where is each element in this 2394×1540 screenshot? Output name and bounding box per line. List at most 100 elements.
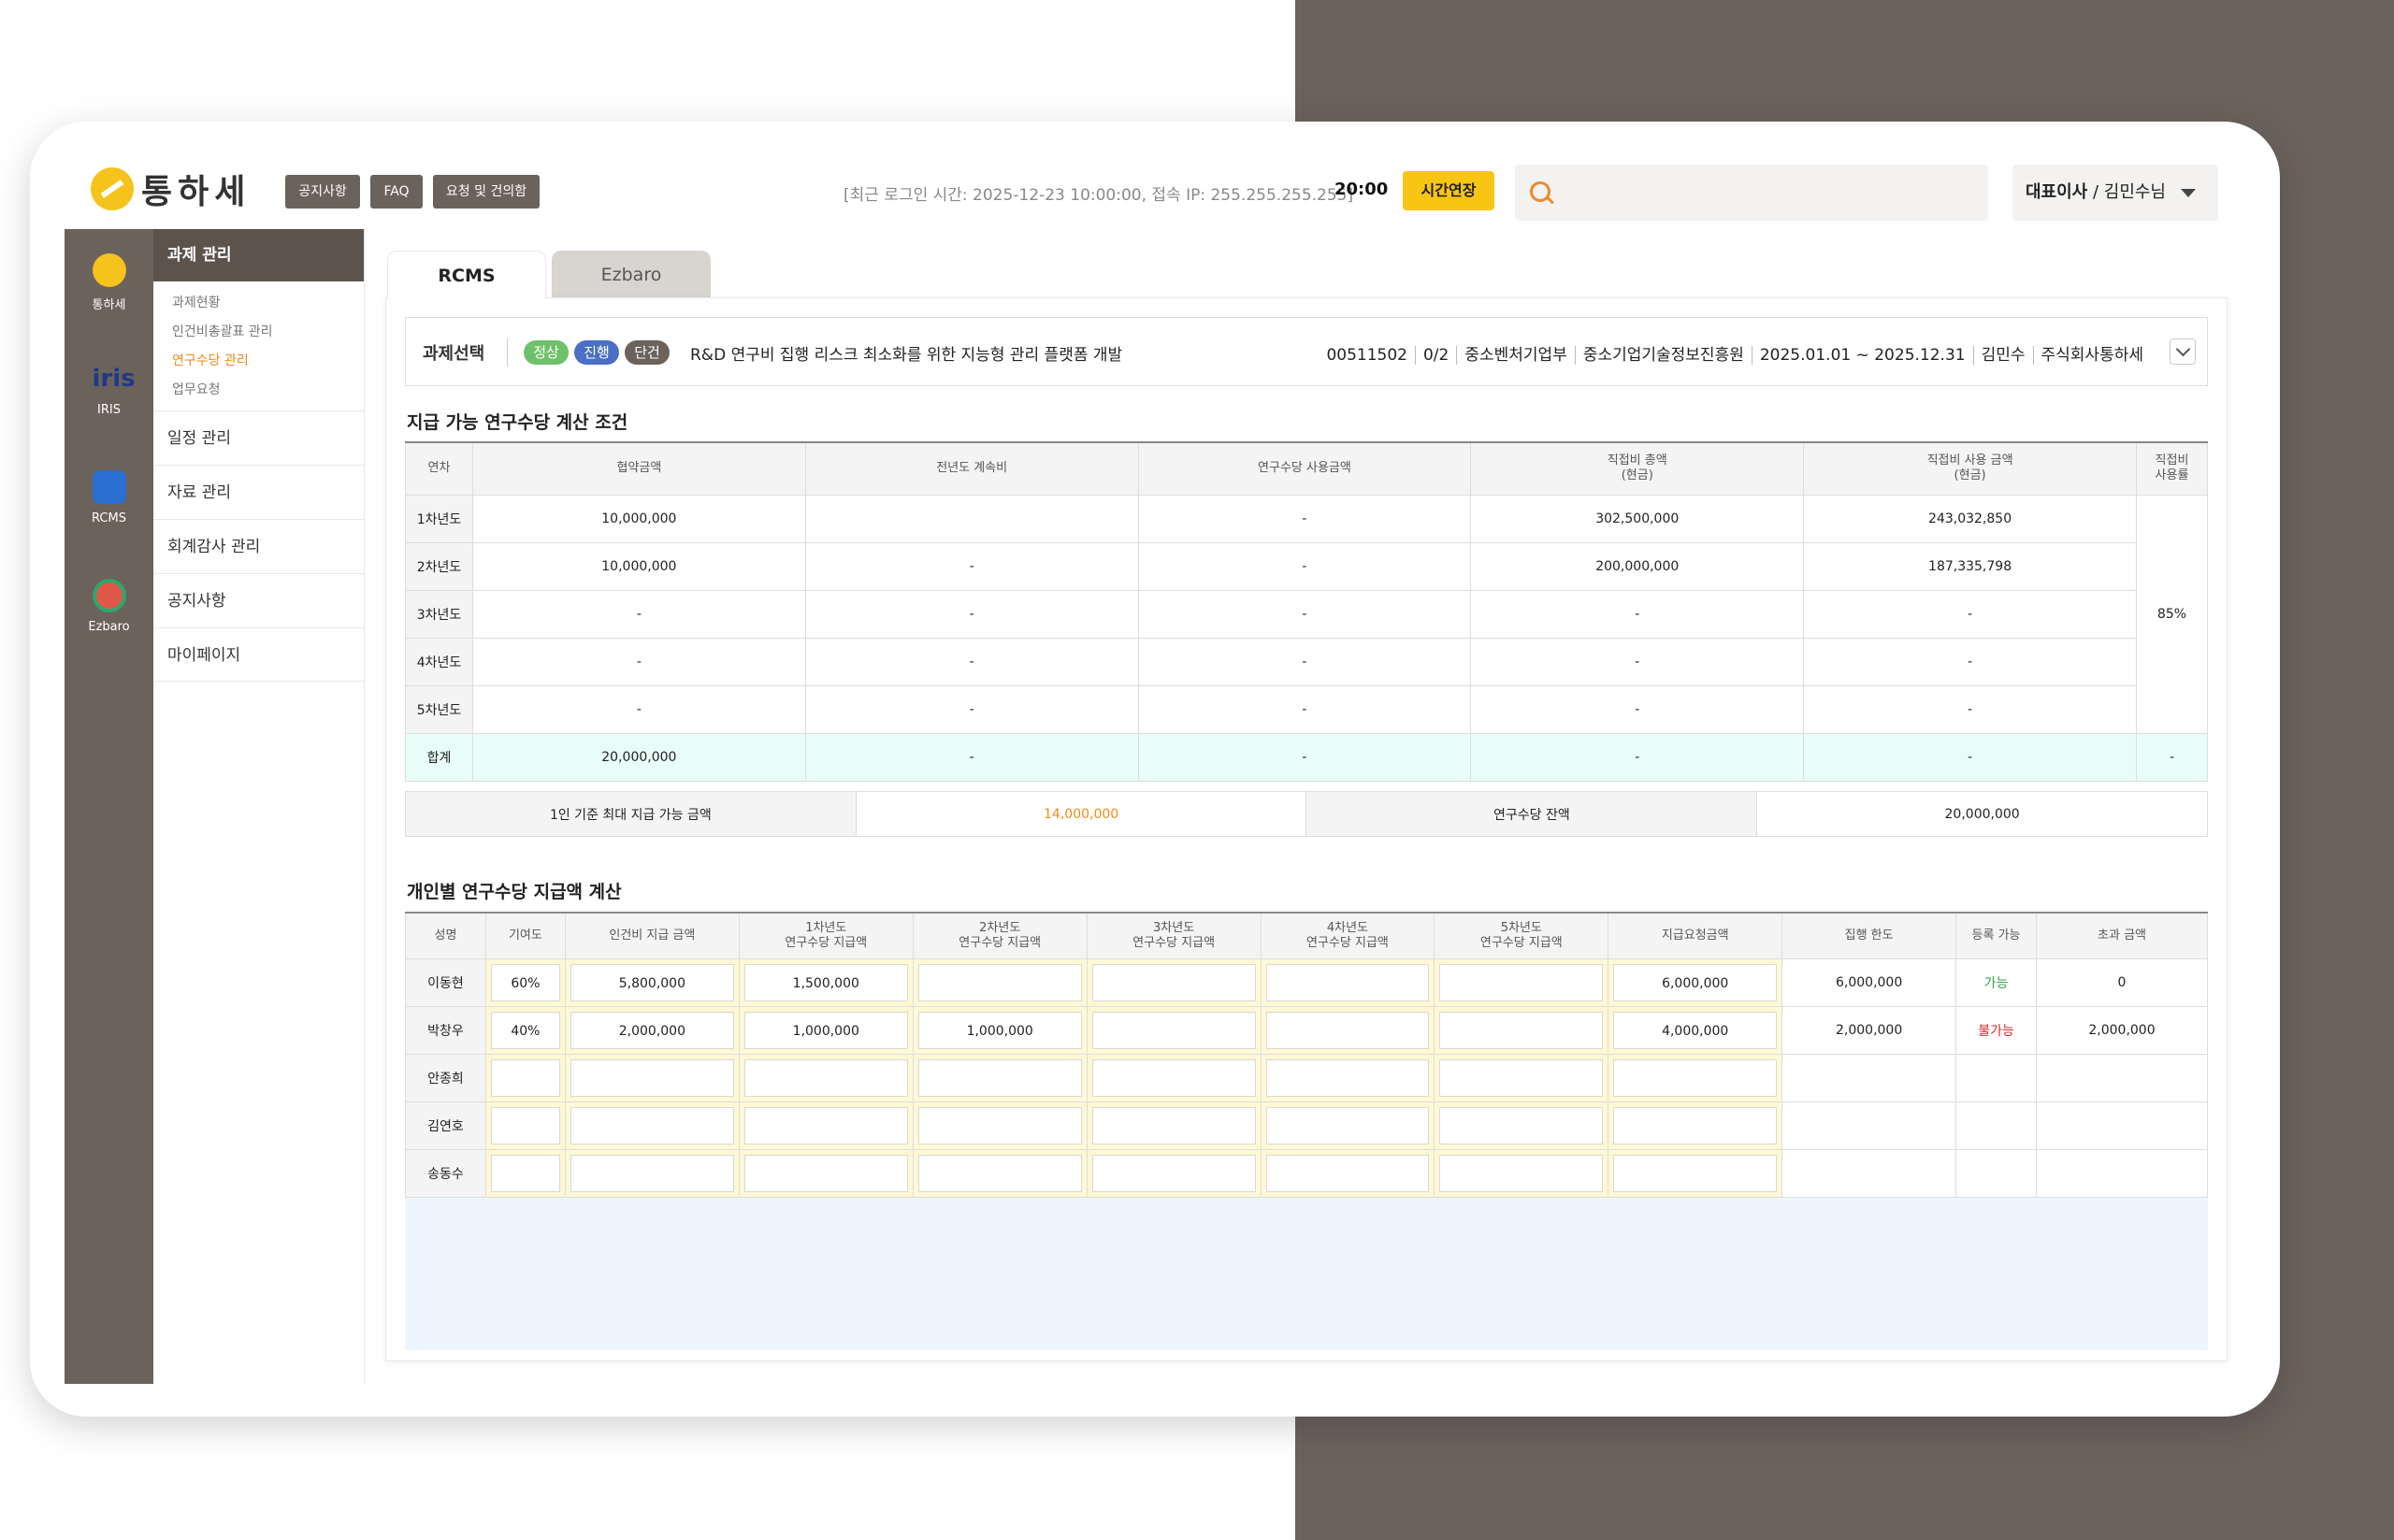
cell-excess — [2036, 1053, 2208, 1102]
notice-button[interactable]: 공지사항 — [285, 175, 360, 209]
request-amount-input[interactable]: 6,000,000 — [1613, 963, 1778, 1001]
allowance-input[interactable] — [917, 963, 1082, 1001]
allowance-input[interactable] — [1265, 1011, 1430, 1049]
cell-limit: 2,000,000 — [1781, 1005, 1957, 1055]
allowance-input[interactable] — [1265, 1154, 1430, 1192]
cell: 302,500,000 — [1470, 494, 1805, 543]
allowance-input[interactable]: 1,500,000 — [743, 963, 908, 1001]
status-badge: 정상 — [524, 340, 569, 365]
contribution-input[interactable] — [490, 1058, 560, 1097]
sidebar-item-notice[interactable]: 공지사항 — [153, 573, 364, 627]
cell: - — [1803, 732, 2137, 782]
allowance-condition-table: 연차 협약금액 전년도 계속비 연구수당 사용금액 직접비 총액 (현금) 직접… — [405, 441, 2209, 782]
allowance-input[interactable] — [917, 1106, 1082, 1144]
allowance-input[interactable] — [1265, 963, 1430, 1001]
column-header: 기여도 — [484, 912, 566, 959]
labor-amount-input[interactable] — [570, 1154, 734, 1192]
app-window: 통하세 공지사항 FAQ 요청 및 건의함 [최근 로그인 시간: 2025-1… — [30, 122, 2280, 1417]
contribution-input[interactable] — [490, 1106, 560, 1144]
sidebar-item-mypage[interactable]: 마이페이지 — [153, 627, 364, 682]
request-button[interactable]: 요청 및 건의함 — [433, 175, 540, 209]
contribution-input[interactable]: 60% — [490, 963, 560, 1001]
cell-year: 1차년도 — [405, 494, 473, 543]
app-logo[interactable]: 통하세 — [91, 166, 251, 212]
cell-input — [1260, 1005, 1435, 1055]
sidebar-item-project-status[interactable]: 과제현황 — [172, 295, 221, 310]
chevron-down-icon[interactable] — [2170, 338, 2196, 365]
contribution-input[interactable]: 40% — [490, 1011, 560, 1049]
rail-item-iris[interactable]: iris IRIS — [65, 362, 153, 417]
allowance-input[interactable] — [1091, 963, 1256, 1001]
rail-item-ezbaro[interactable]: Ezbaro — [65, 579, 153, 634]
allowance-input[interactable] — [1439, 1058, 1604, 1097]
allowance-input[interactable] — [917, 1154, 1082, 1192]
allowance-input[interactable] — [1091, 1058, 1256, 1097]
cell-limit — [1781, 1101, 1957, 1150]
cell-input — [1086, 1148, 1262, 1198]
sidebar-item-research-allowance[interactable]: 연구수당 관리 — [172, 353, 249, 368]
column-header: 1차년도 연구수당 지급액 — [738, 912, 914, 959]
labor-amount-input[interactable] — [570, 1106, 734, 1144]
allowance-input[interactable] — [917, 1058, 1082, 1097]
allowance-input[interactable]: 1,000,000 — [917, 1011, 1082, 1049]
request-amount-input[interactable] — [1613, 1154, 1778, 1192]
contribution-input[interactable] — [490, 1154, 560, 1192]
sidebar-item-audit[interactable]: 회계감사 관리 — [153, 519, 364, 573]
allowance-input[interactable] — [743, 1106, 908, 1144]
max-amount-value: 14,000,000 — [855, 791, 1307, 837]
project-period: 2025.01.01 ~ 2025.12.31 — [1751, 346, 1973, 365]
balance-value: 20,000,000 — [1756, 791, 2208, 837]
table-row: 김연호 — [405, 1101, 2208, 1150]
allowance-input[interactable] — [1265, 1058, 1430, 1097]
sidebar-item-documents[interactable]: 자료 관리 — [153, 465, 364, 519]
search-input[interactable] — [1515, 165, 1988, 221]
allowance-input[interactable] — [743, 1154, 908, 1192]
cell-excess: 0 — [2036, 957, 2208, 1007]
summary-table: 1인 기준 최대 지급 가능 금액 14,000,000 연구수당 잔액 20,… — [405, 791, 2208, 837]
rail-item-rcms[interactable]: RCMS — [65, 470, 153, 525]
labor-amount-input[interactable]: 2,000,000 — [570, 1011, 734, 1049]
cell: - — [1470, 684, 1805, 734]
empty-table-area — [405, 1198, 2208, 1350]
column-header: 직접비 사용 금액 (현금) — [1803, 441, 2137, 496]
request-amount-input[interactable] — [1613, 1058, 1778, 1097]
user-menu[interactable]: 대표이사 / 김민수님 — [2012, 165, 2218, 221]
cell-input — [484, 1148, 566, 1198]
cell: - — [804, 732, 1139, 782]
allowance-input[interactable] — [743, 1058, 908, 1097]
sidebar-item-task-request[interactable]: 업무요청 — [172, 382, 221, 397]
chevron-down-icon — [2181, 189, 2196, 197]
personal-allowance-table: 성명 기여도 인건비 지급 금액 1차년도 연구수당 지급액 2차년도 연구수당 지급액… — [405, 912, 2208, 1198]
cell: - — [804, 684, 1139, 734]
cell-name: 박창우 — [405, 1005, 486, 1055]
request-amount-input[interactable]: 4,000,000 — [1613, 1011, 1778, 1049]
allowance-input[interactable] — [1091, 1011, 1256, 1049]
allowance-input[interactable] — [1439, 963, 1604, 1001]
allowance-input[interactable] — [1439, 1011, 1604, 1049]
labor-amount-input[interactable]: 5,800,000 — [570, 963, 734, 1001]
labor-amount-input[interactable] — [570, 1058, 734, 1097]
allowance-input[interactable] — [1091, 1154, 1256, 1192]
sidebar-item-labor-summary[interactable]: 인건비총괄표 관리 — [172, 324, 273, 339]
cell: - — [1470, 637, 1805, 686]
tab-ezbaro[interactable]: Ezbaro — [552, 251, 711, 299]
cell-excess: 2,000,000 — [2036, 1005, 2208, 1055]
extend-session-button[interactable]: 시간연장 — [1403, 171, 1494, 210]
cell-sum-label: 합계 — [405, 732, 473, 782]
request-amount-input[interactable] — [1613, 1106, 1778, 1144]
column-header: 등록 가능 — [1955, 912, 2038, 959]
sidebar-section-title[interactable]: 과제 관리 — [153, 229, 364, 281]
allowance-input[interactable] — [1091, 1106, 1256, 1144]
faq-button[interactable]: FAQ — [370, 175, 423, 209]
cell-input: 2,000,000 — [564, 1005, 740, 1055]
allowance-input[interactable]: 1,000,000 — [743, 1011, 908, 1049]
tab-rcms[interactable]: RCMS — [387, 251, 546, 299]
cell-input — [1434, 1101, 1609, 1150]
allowance-input[interactable] — [1439, 1106, 1604, 1144]
rail-item-tonghase[interactable]: 통하세 — [65, 253, 153, 312]
allowance-input[interactable] — [1265, 1106, 1430, 1144]
cell-input: 1,000,000 — [738, 1005, 914, 1055]
sidebar-item-schedule[interactable]: 일정 관리 — [153, 410, 364, 465]
allowance-input[interactable] — [1439, 1154, 1604, 1192]
cell-excess — [2036, 1101, 2208, 1150]
